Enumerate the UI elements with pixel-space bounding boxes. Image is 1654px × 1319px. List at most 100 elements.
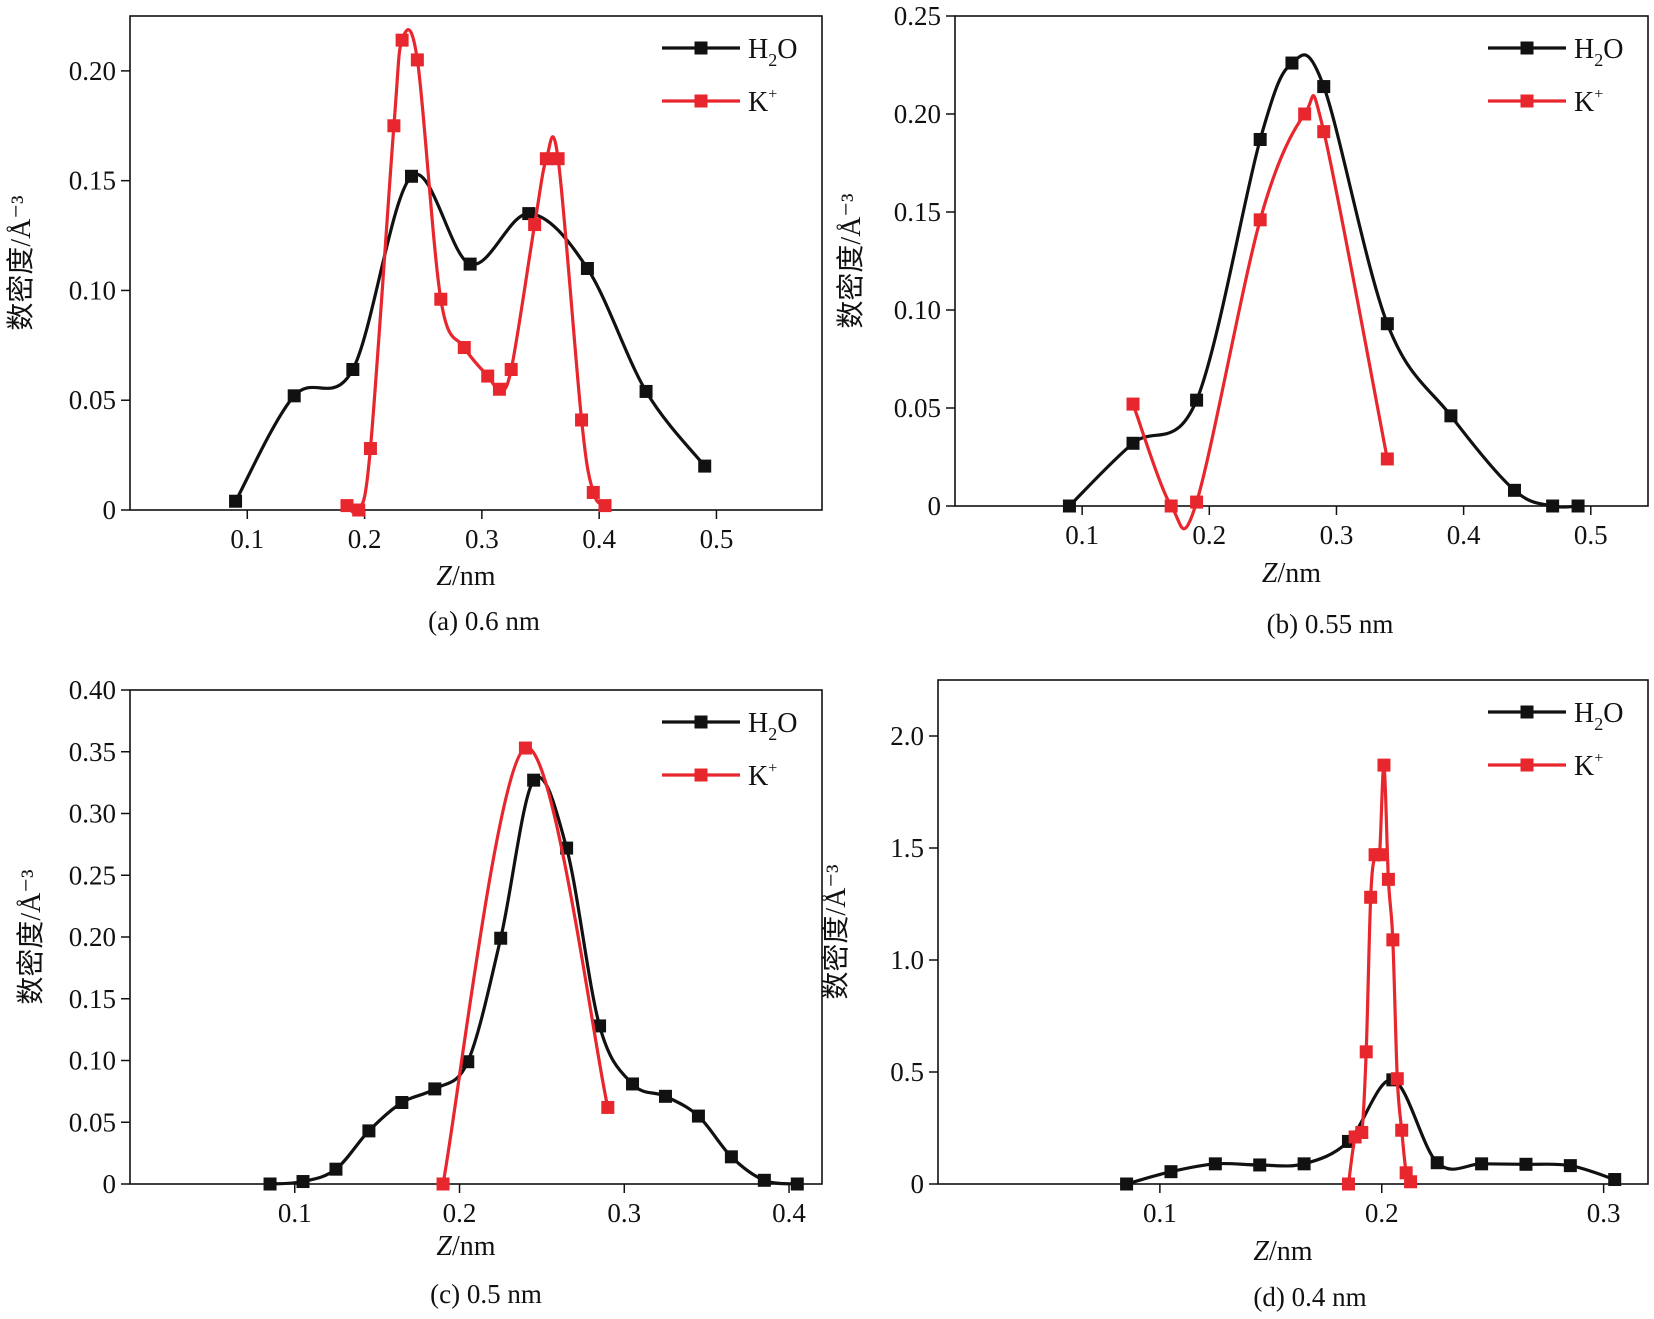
y-tick-label: 1.5 [890,833,924,863]
x-tick-label: 0.1 [278,1198,312,1228]
x-axis-label: Z/nm [1253,1236,1312,1267]
series-line-h2o [268,775,799,1186]
series-line-h2o [1125,1078,1617,1186]
plot-frame [129,15,823,511]
data-point-h2o [1444,409,1458,423]
y-tick-label: 0.10 [894,295,941,325]
data-point-kplus [1298,107,1312,121]
legend-label: H2O [748,34,797,70]
data-point-h2o [1253,132,1267,146]
y-tick-label: 0.05 [69,385,116,415]
data-point-kplus [1359,1045,1373,1059]
data-point-h2o [790,1177,804,1191]
y-tick-label: 0.15 [894,197,941,227]
data-point-h2o [1430,1156,1444,1170]
data-point-kplus [1355,1125,1369,1139]
y-tick-label: 0.25 [894,1,941,31]
data-point-h2o [1062,499,1076,513]
x-tick-label: 0.2 [443,1198,477,1228]
data-point-kplus [601,1100,615,1114]
y-tick-label: 0 [928,491,942,521]
data-point-h2o [527,773,541,787]
series-line-kplus [1346,763,1413,1186]
chart-caption: (d) 0.4 nm [1253,1282,1366,1312]
series-line-h2o [234,172,707,503]
x-tick-label: 0.5 [700,524,734,554]
x-axis-label: Z/nm [436,561,495,592]
data-point-h2o [346,362,360,376]
data-point-h2o [428,1082,442,1096]
y-tick-label: 0.35 [69,737,116,767]
data-point-h2o [1380,317,1394,331]
data-point-kplus [1126,397,1140,411]
data-point-h2o [1297,1157,1311,1171]
data-point-h2o [658,1089,672,1103]
series-line-kplus [1131,94,1389,531]
y-tick-label: 0 [103,495,117,525]
chart-caption: (c) 0.5 nm [430,1279,542,1309]
x-tick-label: 0.5 [1574,520,1608,550]
data-point-h2o [395,1095,409,1109]
data-point-h2o [1164,1165,1178,1179]
data-point-kplus [1317,125,1331,139]
x-tick-label: 0.3 [1587,1198,1621,1228]
data-point-kplus [1364,890,1378,904]
data-point-kplus [1380,452,1394,466]
data-point-kplus [1190,495,1204,509]
legend-marker [694,715,708,729]
y-tick-label: 0.25 [69,860,116,890]
y-tick-label: 0.05 [69,1107,116,1137]
legend-marker [1520,94,1534,108]
x-tick-label: 0.1 [1065,520,1099,550]
legend-label: H2O [1574,34,1623,70]
y-tick-label: 0.15 [69,984,116,1014]
data-point-h2o [698,459,712,473]
data-point-kplus [1390,1072,1404,1086]
data-point-h2o [522,207,536,221]
y-tick-label: 0.20 [69,922,116,952]
chart-caption: (b) 0.55 nm [1267,609,1394,639]
data-point-kplus [387,119,401,133]
x-tick-label: 0.4 [772,1198,806,1228]
data-point-kplus [586,485,600,499]
legend-label: H2O [748,708,797,744]
data-point-kplus [363,442,377,456]
data-point-h2o [1190,393,1204,407]
legend-marker [1520,758,1534,772]
data-point-h2o [404,169,418,183]
y-tick-label: 0.10 [69,1046,116,1076]
data-point-h2o [1317,80,1331,94]
data-point-h2o [593,1019,607,1033]
legend-marker [694,768,708,782]
legend-label: K+ [1574,86,1603,118]
y-tick-label: 0.15 [69,166,116,196]
plot-frame [954,15,1649,507]
data-point-h2o [229,494,243,508]
y-tick-label: 0.5 [890,1057,924,1087]
data-point-h2o [463,257,477,271]
data-point-kplus [1404,1175,1418,1189]
legend-marker [1520,41,1534,55]
data-point-kplus [1381,872,1395,886]
data-point-h2o [1120,1177,1134,1191]
data-point-kplus [492,382,506,396]
x-tick-label: 0.3 [1320,520,1354,550]
x-axis-label: Z/nm [1262,558,1321,589]
plot-frame [937,679,1649,1185]
data-point-kplus [598,499,612,513]
y-axis-label: 数密度/Å⁻³ [5,195,37,330]
data-point-h2o [1208,1157,1222,1171]
legend-marker [1520,705,1534,719]
data-point-h2o [1475,1157,1489,1171]
chart-panel-1: 0 0.05 0.10 0.15 0.20 0.25 0.1 0.2 0.3 0.4 0.5 Z/nm… [835,1,1649,639]
data-point-kplus [1341,1177,1355,1191]
data-point-h2o [1563,1159,1577,1173]
data-point-kplus [410,53,424,67]
y-tick-label: 0.20 [894,99,941,129]
data-point-kplus [481,369,495,383]
chart-panel-0: 0 0.05 0.10 0.15 0.20 0.1 0.2 0.3 0.4 0.5 Z/nm 数密度/… [5,15,823,636]
data-point-h2o [1519,1157,1533,1171]
legend-label: K+ [1574,750,1603,782]
x-tick-label: 0.3 [607,1198,641,1228]
